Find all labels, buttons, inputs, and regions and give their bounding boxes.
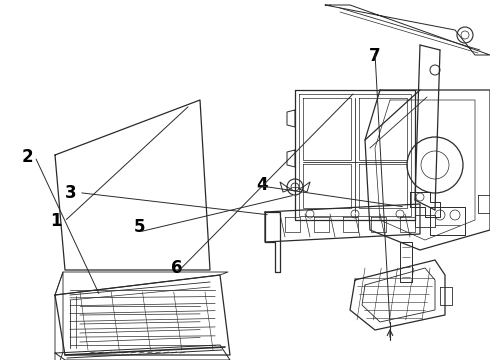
- Text: 4: 4: [256, 176, 268, 194]
- Text: 3: 3: [65, 184, 77, 202]
- Text: 5: 5: [134, 218, 146, 236]
- Text: 7: 7: [369, 47, 381, 65]
- Text: 1: 1: [50, 212, 62, 230]
- Text: 6: 6: [171, 259, 182, 277]
- Text: 2: 2: [21, 148, 33, 166]
